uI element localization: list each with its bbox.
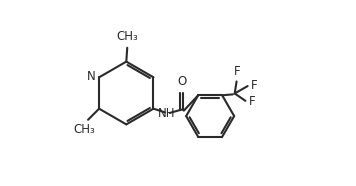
Text: CH₃: CH₃: [116, 30, 138, 43]
Text: NH: NH: [158, 107, 176, 120]
Text: F: F: [251, 79, 258, 92]
Text: F: F: [234, 65, 240, 78]
Text: F: F: [248, 95, 255, 108]
Text: O: O: [177, 75, 186, 88]
Text: CH₃: CH₃: [74, 123, 96, 136]
Text: N: N: [87, 70, 95, 83]
